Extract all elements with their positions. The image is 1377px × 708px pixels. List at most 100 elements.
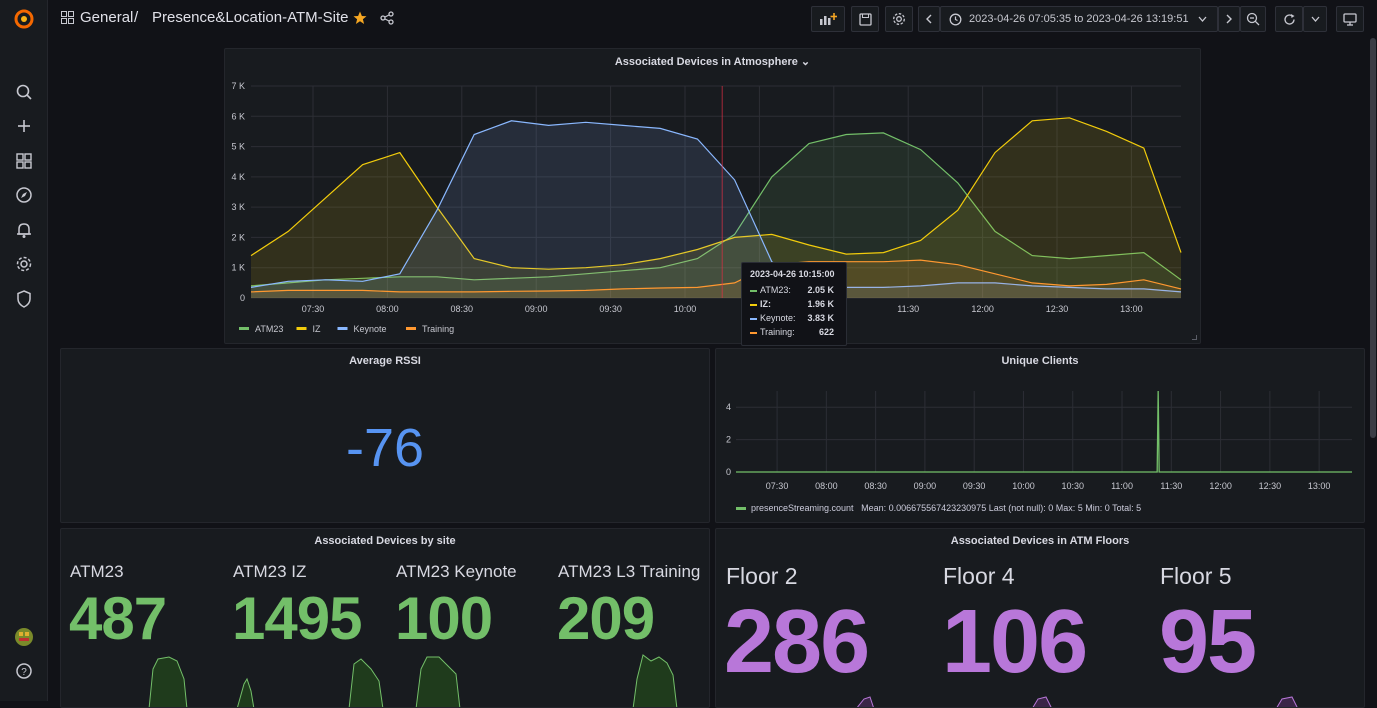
sparkline-floor-5	[1276, 696, 1298, 707]
site-stat-value: 100	[395, 585, 493, 652]
series-swatch	[750, 332, 757, 334]
x-tick-label: 07:30	[766, 481, 789, 491]
site-stat-label: ATM23 L3 Training	[558, 562, 701, 581]
dashboards-icon[interactable]	[13, 150, 35, 172]
tooltip-series-value: 1.96 K	[807, 299, 834, 309]
x-tick-label: 07:30	[302, 304, 325, 314]
refresh-interval-dropdown[interactable]	[1303, 6, 1327, 32]
explore-icon[interactable]	[13, 184, 35, 206]
legend-series-name[interactable]: presenceStreaming.count	[751, 503, 854, 513]
gear-icon[interactable]	[13, 253, 35, 275]
panel-atmosphere: Associated Devices in Atmosphere ⌄ 0 1 K 2…	[224, 48, 1201, 344]
x-tick-label: 11:30	[897, 304, 919, 314]
floor-stat-value: 286	[724, 592, 870, 692]
tooltip-row: IZ: 1.96 K	[750, 299, 842, 312]
floor-stat-label: Floor 5	[1160, 563, 1232, 589]
scrollbar[interactable]	[1370, 38, 1376, 438]
x-tick-label: 13:00	[1120, 304, 1143, 314]
y-tick-label: 4 K	[231, 172, 245, 182]
save-dashboard-button[interactable]	[851, 6, 879, 32]
x-tick-label: 09:30	[963, 481, 986, 491]
series-line-presence-streaming	[736, 390, 1352, 473]
site-stat-value: 209	[557, 585, 655, 652]
y-tick-label: 1 K	[231, 263, 245, 273]
y-tick-label: 3 K	[231, 202, 245, 212]
time-back-button[interactable]	[918, 6, 940, 32]
resize-handle-icon[interactable]	[1192, 335, 1197, 340]
chevron-down-icon	[1198, 16, 1207, 22]
panel-title-text: Associated Devices in Atmosphere	[614, 56, 798, 68]
breadcrumb-separator: /	[134, 9, 139, 26]
grafana-logo-icon[interactable]	[13, 8, 35, 30]
chevron-down-icon: ⌄	[800, 56, 811, 68]
chevron-left-icon	[926, 14, 932, 24]
panel-title[interactable]: Associated Devices in ATM Floors	[950, 535, 1130, 547]
sparkline-atm23-training	[632, 654, 678, 707]
zoom-out-button[interactable]	[1240, 6, 1266, 32]
series-swatch	[750, 290, 757, 292]
atmosphere-chart[interactable]: 0 1 K 2 K 3 K 4 K 5 K 6 K 7 K 07:30 08:00 08:30 09:…	[225, 49, 1202, 345]
y-tick-label: 2 K	[231, 232, 245, 242]
panel-title[interactable]: Unique Clients	[1001, 355, 1079, 367]
unique-clients-chart[interactable]: 0 2 4 07:30 08:00 08:30 09:00 09:30 10:00 10:30 11…	[716, 349, 1366, 499]
unique-clients-legend: presenceStreaming.count Mean: 0.00667556…	[736, 503, 1141, 513]
panel-average-rssi: Average RSSI -76	[60, 348, 710, 523]
add-panel-button[interactable]	[811, 6, 845, 32]
user-avatar-icon[interactable]	[13, 626, 35, 648]
plus-icon[interactable]	[13, 115, 35, 137]
time-range-picker[interactable]: 2023-04-26 07:05:35 to 2023-04-26 13:19:…	[940, 6, 1218, 32]
y-tick-label: 0	[240, 293, 245, 303]
panel-devices-by-site: Associated Devices by site ATM23 487 ATM…	[60, 528, 710, 708]
tooltip-series-value: 3.83 K	[807, 313, 834, 323]
chevron-down-icon	[1311, 16, 1319, 22]
star-icon[interactable]	[353, 11, 367, 30]
legend-swatch	[337, 327, 348, 330]
tooltip-row: ATM23: 2.05 K	[750, 285, 842, 298]
x-tick-label: 12:00	[971, 304, 994, 314]
panel-title[interactable]: Associated Devices in Atmosphere ⌄	[225, 55, 1200, 68]
x-tick-label: 10:30	[1061, 481, 1084, 491]
tv-mode-icon	[1343, 12, 1357, 26]
time-forward-button[interactable]	[1218, 6, 1240, 32]
x-tick-label: 11:30	[1160, 481, 1182, 491]
x-tick-label: 12:30	[1046, 304, 1069, 314]
legend-swatch	[239, 327, 249, 330]
alert-bell-icon[interactable]	[13, 219, 35, 241]
y-tick-label: 5 K	[231, 142, 245, 152]
search-icon[interactable]	[13, 81, 35, 103]
series-line-keynote	[250, 120, 1182, 293]
top-navbar: General / Presence&Location-ATM-Site 202…	[48, 0, 1377, 38]
site-stat-value: 1495	[232, 585, 362, 652]
dashboard-title[interactable]: Presence&Location-ATM-Site	[152, 9, 349, 26]
y-tick-label: 7 K	[231, 81, 245, 91]
rssi-value: -76	[345, 418, 425, 478]
refresh-button[interactable]	[1275, 6, 1303, 32]
panel-title[interactable]: Average RSSI	[349, 355, 421, 367]
y-tick-label: 0	[726, 467, 731, 477]
x-tick-label: 08:30	[451, 304, 474, 314]
series-line-atm23	[250, 132, 1182, 287]
x-tick-label: 09:00	[525, 304, 548, 314]
x-tick-label: 08:30	[864, 481, 887, 491]
legend-stats: Mean: 0.006675567423230975 Last (not nul…	[861, 503, 1142, 513]
legend-item-iz: IZ	[313, 324, 322, 334]
legend-item-atm23: ATM23	[255, 324, 283, 334]
floor-stat-label: Floor 2	[726, 563, 798, 589]
breadcrumb-folder[interactable]: General	[80, 9, 134, 26]
tooltip-series-name: Keynote:	[760, 313, 796, 323]
panel-title[interactable]: Associated Devices by site	[314, 535, 456, 547]
share-icon[interactable]	[380, 11, 394, 30]
dashboard-settings-button[interactable]	[885, 6, 913, 32]
legend-item-training: Training	[422, 324, 454, 334]
shield-icon[interactable]	[13, 288, 35, 310]
series-swatch	[750, 304, 757, 306]
help-icon[interactable]: ?	[13, 660, 35, 682]
series-area-keynote	[251, 120, 1181, 298]
sparkline-atm23-keynote	[415, 656, 461, 707]
tooltip-series-name: ATM23:	[760, 285, 791, 295]
series-area-iz	[251, 117, 1181, 298]
x-tick-label: 12:30	[1259, 481, 1282, 491]
floor-stat-label: Floor 4	[943, 563, 1015, 589]
tv-mode-button[interactable]	[1336, 6, 1364, 32]
panel-unique-clients: Unique Clients 0 2 4 07:30 08:00 08:30 09:00 09…	[715, 348, 1365, 523]
